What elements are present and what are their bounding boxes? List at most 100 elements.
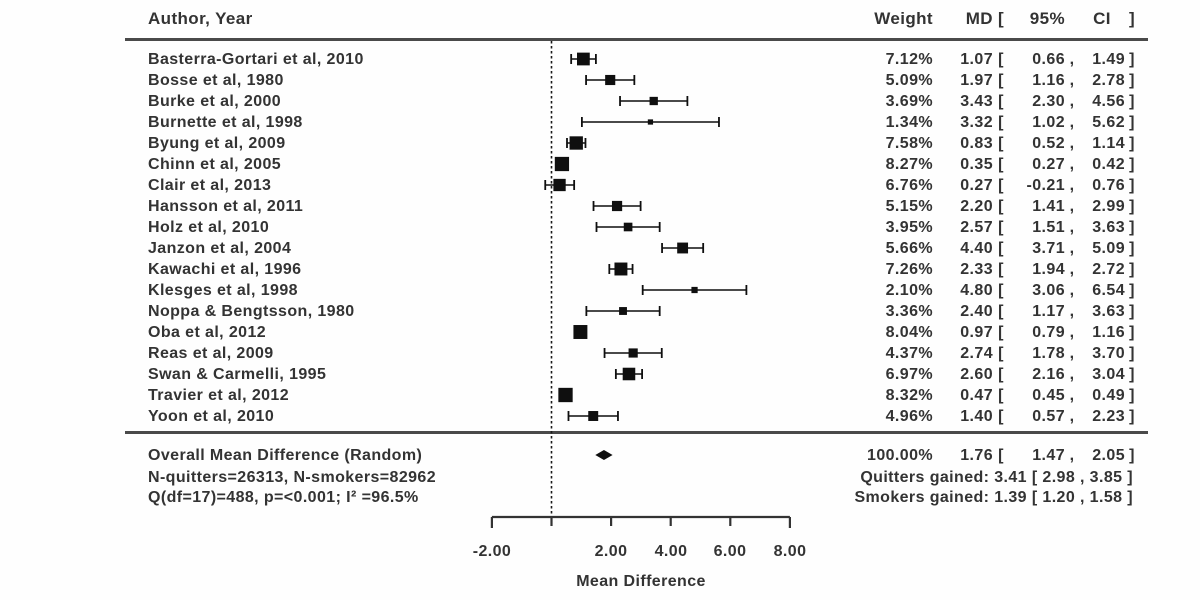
point-estimate-square	[622, 367, 636, 381]
study-estimate-lo: 0.57	[1032, 408, 1065, 425]
study-author: Bosse et al, 1980	[148, 72, 284, 89]
study-estimate-lo: 3.71	[1032, 240, 1065, 257]
study-estimate-close: ]	[1129, 261, 1135, 278]
study-estimate-comma: ,	[1069, 156, 1075, 173]
study-marker	[614, 367, 643, 381]
study-estimate-open: [	[998, 282, 1004, 299]
x-axis-tick-label: 6.00	[713, 543, 747, 560]
study-estimate: 0.35 [0.27, 0.42]	[949, 154, 1139, 175]
study-estimate-comma: ,	[1069, 240, 1075, 257]
study-estimate-open: [	[998, 198, 1004, 215]
study-estimate-md: 0.83	[960, 135, 993, 152]
study-marker	[661, 242, 705, 254]
study-author: Holz et al, 2010	[148, 219, 270, 236]
study-estimate-md: 1.07	[960, 51, 993, 68]
study-weight: 5.15%	[885, 198, 933, 215]
study-estimate-hi: 1.14	[1092, 135, 1125, 152]
study-estimate-comma: ,	[1069, 177, 1075, 194]
study-estimate: 0.27 [-0.21, 0.76]	[949, 175, 1139, 196]
study-estimate-close: ]	[1129, 93, 1135, 110]
x-axis-tick-label: 2.00	[594, 543, 628, 560]
study-weight: 6.76%	[885, 177, 933, 194]
study-marker	[558, 387, 573, 403]
overall-estimate-comma: ,	[1069, 447, 1075, 464]
study-author: Yoon et al, 2010	[148, 408, 275, 425]
study-weight: 4.37%	[885, 345, 933, 362]
study-marker	[554, 156, 570, 172]
study-estimate-lo: 0.45	[1032, 387, 1065, 404]
overall-weight: 100.00%	[867, 447, 933, 464]
note-quitters-gained: Quitters gained: 3.41 [ 2.98 , 3.85 ]	[860, 469, 1133, 486]
study-estimate-md: 1.40	[960, 408, 993, 425]
study-estimate-md: 0.35	[960, 156, 993, 173]
study-estimate-comma: ,	[1069, 366, 1075, 383]
study-estimate-open: [	[998, 345, 1004, 362]
study-estimate-md: 2.57	[960, 219, 993, 236]
study-estimate: 2.33 [1.94, 2.72]	[949, 259, 1139, 280]
study-estimate-hi: 2.23	[1092, 408, 1125, 425]
study-weight: 5.09%	[885, 72, 933, 89]
study-estimate-open: [	[998, 219, 1004, 236]
study-estimate-md: 0.47	[960, 387, 993, 404]
study-estimate-hi: 5.62	[1092, 114, 1125, 131]
study-estimate-lo: 3.06	[1032, 282, 1065, 299]
overall-estimate-md: 1.76	[960, 447, 993, 464]
point-estimate-square	[588, 411, 599, 421]
study-author: Clair et al, 2013	[148, 177, 272, 194]
study-estimate-comma: ,	[1069, 261, 1075, 278]
study-estimate-close: ]	[1129, 303, 1135, 320]
study-estimate-comma: ,	[1069, 387, 1075, 404]
study-estimate-close: ]	[1129, 324, 1135, 341]
study-estimate-open: [	[998, 303, 1004, 320]
study-author: Janzon et al, 2004	[148, 240, 292, 257]
point-estimate-square	[558, 387, 573, 403]
study-estimate: 3.32 [1.02, 5.62]	[949, 112, 1139, 133]
study-estimate-open: [	[998, 240, 1004, 257]
study-estimate-lo: 1.17	[1032, 303, 1065, 320]
study-estimate-open: [	[998, 72, 1004, 89]
study-estimate-md: 0.97	[960, 324, 993, 341]
study-estimate-comma: ,	[1069, 135, 1075, 152]
study-estimate-md: 2.33	[960, 261, 993, 278]
column-header-weight: Weight	[874, 9, 933, 28]
study-estimate-comma: ,	[1069, 324, 1075, 341]
study-estimate-hi: 2.99	[1092, 198, 1125, 215]
study-marker	[544, 178, 576, 192]
study-marker	[566, 136, 587, 150]
study-weight: 7.12%	[885, 51, 933, 68]
point-estimate-square	[628, 348, 638, 358]
study-marker	[619, 96, 689, 106]
study-estimate-md: 2.20	[960, 198, 993, 215]
study-estimate-md: 0.27	[960, 177, 993, 194]
study-weight: 8.32%	[885, 387, 933, 404]
study-estimate-close: ]	[1129, 51, 1135, 68]
study-estimate-hi: 4.56	[1092, 93, 1125, 110]
study-author: Kawachi et al, 1996	[148, 261, 302, 278]
overall-label: Overall Mean Difference (Random)	[148, 447, 423, 464]
study-estimate-md: 4.40	[960, 240, 993, 257]
study-estimate-comma: ,	[1069, 51, 1075, 68]
column-header-mdci: MD [ 95% CI ]	[949, 8, 1139, 29]
study-estimate-lo: -0.21	[1026, 177, 1065, 194]
note-smokers-gained: Smokers gained: 1.39 [ 1.20 , 1.58 ]	[854, 489, 1133, 506]
study-author: Basterra-Gortari et al, 2010	[148, 51, 364, 68]
study-author: Reas et al, 2009	[148, 345, 274, 362]
study-estimate-hi: 3.63	[1092, 303, 1125, 320]
study-author: Travier et al, 2012	[148, 387, 290, 404]
point-estimate-square	[611, 200, 623, 212]
study-estimate-close: ]	[1129, 156, 1135, 173]
study-estimate: 2.74 [1.78, 3.70]	[949, 343, 1139, 364]
study-estimate-hi: 3.63	[1092, 219, 1125, 236]
study-author: Klesges et al, 1998	[148, 282, 298, 299]
study-estimate-comma: ,	[1069, 408, 1075, 425]
study-estimate-comma: ,	[1069, 198, 1075, 215]
study-estimate-close: ]	[1129, 114, 1135, 131]
study-author: Burke et al, 2000	[148, 93, 282, 110]
bracket-open: [	[997, 9, 1005, 28]
study-estimate-lo: 0.52	[1032, 135, 1065, 152]
study-estimate-comma: ,	[1069, 219, 1075, 236]
study-marker	[585, 306, 661, 316]
study-weight: 8.04%	[885, 324, 933, 341]
study-estimate-close: ]	[1129, 135, 1135, 152]
